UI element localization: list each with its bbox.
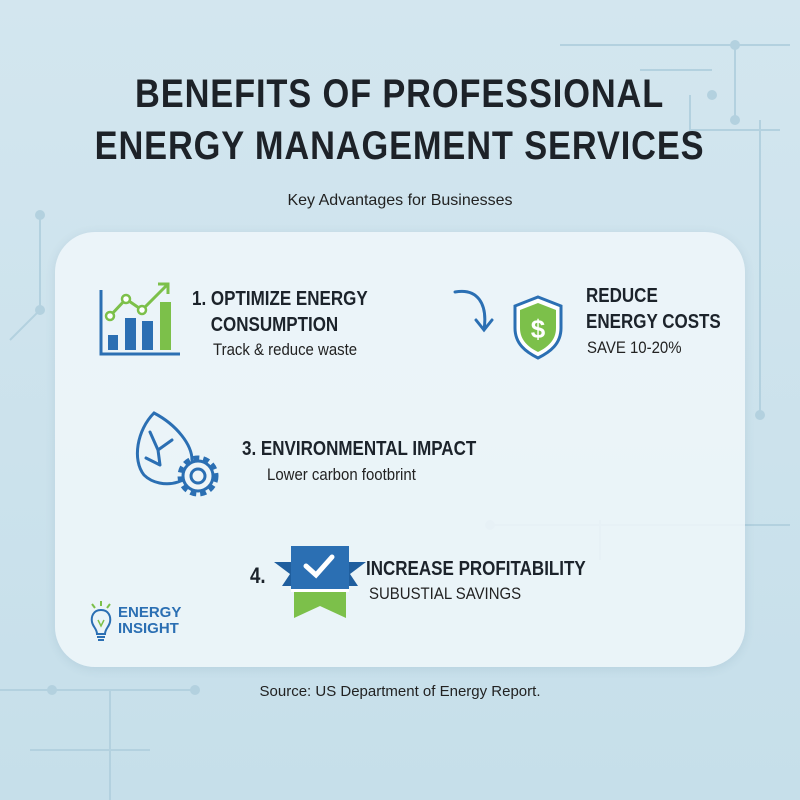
bar-chart-growth-icon: [99, 282, 180, 356]
item-4-heading: INCREASE PROFITABILITY: [366, 558, 586, 580]
item-4-subtext: SUBUSTIAL SAVINGS: [369, 584, 522, 603]
item-1-subtext: Track & reduce waste: [213, 340, 358, 359]
item-4-number: 4.: [250, 563, 266, 588]
title-line-1: BENEFITS OF PROFESSIONAL: [135, 72, 665, 116]
ribbon-check-icon: [274, 546, 366, 618]
item-2-subtext: SAVE 10-20%: [587, 338, 682, 357]
shield-dollar-icon: $: [513, 295, 563, 360]
page-title: BENEFITS OF PROFESSIONAL ENERGY MANAGEME…: [0, 68, 800, 172]
title-line-2: ENERGY MANAGEMENT SERVICES: [95, 124, 705, 168]
leaf-gear-icon: [135, 411, 219, 497]
energy-insight-logo: ENERGY INSIGHT: [88, 600, 181, 642]
item-1-heading: 1. OPTIMIZE ENERGY CONSUMPTION: [192, 288, 368, 336]
item-3-subtext: Lower carbon footbrint: [267, 465, 416, 484]
source-note: Source: US Department of Energy Report.: [259, 683, 541, 700]
logo-line-1: ENERGY: [118, 604, 182, 621]
item-3-heading: 3. ENVIRONMENTAL IMPACT: [242, 438, 477, 460]
curved-arrow-icon: [453, 289, 494, 333]
item-2-heading: REDUCE ENERGY COSTS: [586, 285, 721, 333]
subtitle: Key Advantages for Businesses: [287, 192, 513, 209]
svg-text:$: $: [531, 314, 546, 344]
logo-line-2: INSIGHT: [118, 620, 179, 637]
lightbulb-icon: [90, 601, 112, 641]
